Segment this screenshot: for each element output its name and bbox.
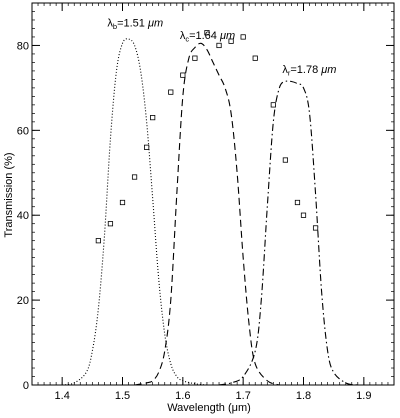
data-point bbox=[168, 89, 174, 95]
y-tick-label: 40 bbox=[17, 210, 29, 222]
series-line-dashed bbox=[134, 42, 280, 386]
data-point bbox=[95, 238, 101, 244]
annotation-lambda-b: λb=1.51 μm bbox=[107, 17, 163, 31]
data-point bbox=[282, 157, 289, 163]
y-tick-label: 0 bbox=[23, 380, 29, 392]
data-point bbox=[204, 30, 210, 36]
annotation-lambda-r: λr=1.78 μm bbox=[282, 64, 336, 78]
wavelength-annotations: λb=1.51 μm λc=1.64 μm λr=1.78 μm bbox=[107, 17, 336, 77]
data-point bbox=[228, 38, 234, 44]
x-tick-label: 1.8 bbox=[296, 390, 311, 402]
data-point bbox=[270, 102, 276, 108]
x-tick-label: 1.5 bbox=[115, 390, 130, 402]
x-axis-label: Wavelength (μm) bbox=[167, 402, 251, 414]
data-point bbox=[216, 42, 222, 49]
annotation-lambda-c: λc=1.64 μm bbox=[180, 30, 235, 44]
axes: 1.4 1.5 1.6 1.7 1.8 1.9 0 20 40 60 80 bbox=[17, 2, 395, 402]
data-point bbox=[131, 174, 138, 180]
y-tick-label: 60 bbox=[17, 125, 29, 137]
x-tick-label: 1.6 bbox=[175, 390, 190, 402]
series-line-dashdot bbox=[218, 80, 358, 386]
y-tick-label: 80 bbox=[17, 40, 29, 52]
data-point bbox=[300, 212, 307, 218]
data-point bbox=[180, 72, 186, 78]
x-tick-label: 1.4 bbox=[55, 390, 70, 402]
filter-curves bbox=[62, 38, 358, 386]
data-point bbox=[240, 34, 246, 40]
plot-frame bbox=[31, 2, 395, 386]
data-point bbox=[294, 199, 301, 206]
y-axis-label: Transmission (%) bbox=[3, 152, 15, 237]
measured-points bbox=[95, 30, 319, 244]
data-point bbox=[192, 55, 198, 61]
data-point bbox=[312, 225, 319, 231]
data-point bbox=[107, 221, 114, 227]
x-tick-label: 1.7 bbox=[236, 390, 251, 402]
data-point bbox=[150, 115, 156, 121]
y-tick-label: 20 bbox=[17, 295, 29, 307]
series-line-dotted bbox=[62, 38, 208, 386]
x-tick-label: 1.9 bbox=[356, 390, 371, 402]
data-point bbox=[144, 144, 150, 150]
data-point bbox=[119, 199, 126, 206]
data-point bbox=[252, 55, 258, 61]
